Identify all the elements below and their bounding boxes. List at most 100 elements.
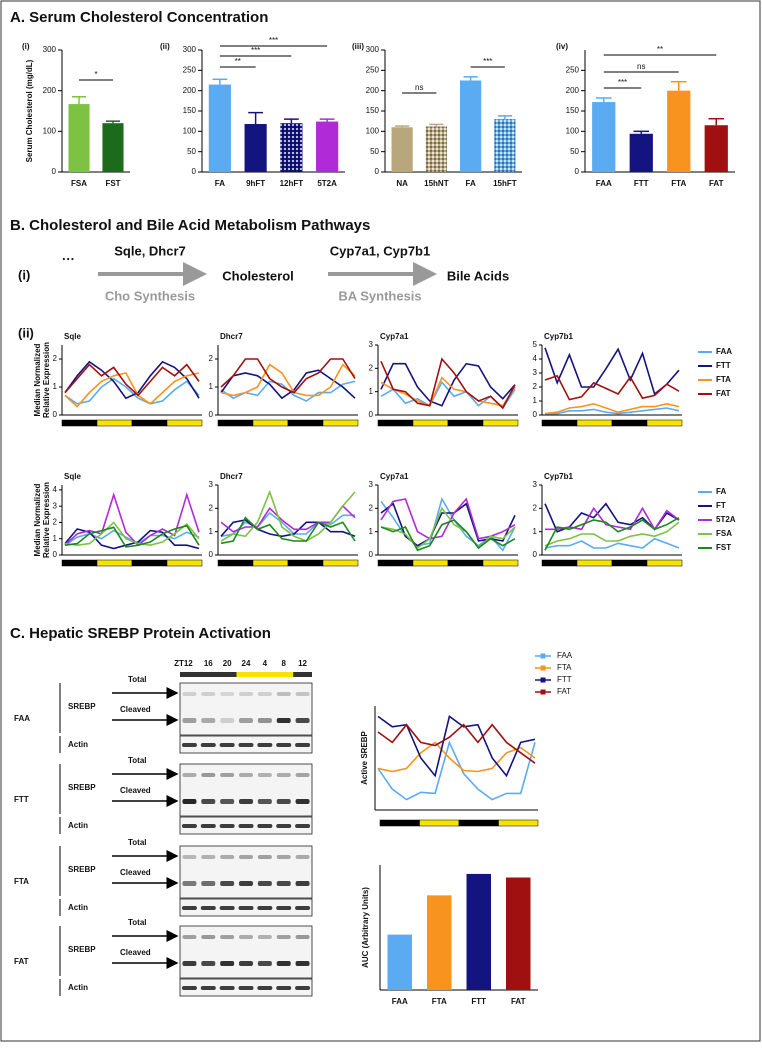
blot-band [201,961,216,966]
significance-label: ** [235,57,241,66]
blot-band [200,743,216,747]
blot-band [257,855,272,859]
band-label: Cleaved [120,868,151,877]
y-tick-label: 0 [52,167,57,176]
blot-band [239,961,253,966]
y-tick-label: 100 [566,126,580,135]
blot-band [238,906,254,910]
timepoint-label: 16 [204,659,213,668]
y-tick-label: 4 [533,354,538,363]
panel-title: Cyp7b1 [544,472,573,481]
blot-band [276,799,291,804]
blot-band [276,692,291,696]
bar [102,123,124,172]
panel-title: Cyp7a1 [380,332,409,341]
bar [704,125,728,172]
blot-band [219,986,235,990]
x-tick-label: FTT [471,997,486,1006]
band-label: Cleaved [120,705,151,714]
blot-band [276,718,291,723]
bar [68,104,90,172]
blot-band [181,986,197,990]
legend-label: FST [716,543,731,552]
series-line [220,380,356,402]
significance-label: ** [657,45,663,54]
x-tick-label: FST [105,179,120,188]
pathway-node: Bile Acids [447,268,509,283]
x-tick-label: FSA [71,179,87,188]
light-dark-bar [611,419,648,427]
y-tick-label: 0 [375,167,380,176]
y-tick-label: 200 [566,86,580,95]
bar [208,84,231,172]
x-tick-label: FAT [511,997,526,1006]
blot-band [220,935,235,939]
y-tick-label: 300 [43,45,57,54]
blot-band [276,855,291,859]
light-dark-bar [412,419,449,427]
protein-label: SREBP [68,783,96,792]
blot-band [220,718,235,723]
blot-band [276,773,291,777]
blot-band [295,961,310,966]
protein-label: SREBP [68,945,96,954]
blot-band [295,855,310,859]
x-tick-label: 9hFT [246,179,265,188]
y-tick-label: 100 [43,126,57,135]
legend-label: FAA [557,651,573,660]
series-line [544,521,680,547]
blot-band [182,935,197,939]
y-tick-label: 100 [366,126,380,135]
panel-label: (iv) [556,42,568,51]
series-line [380,497,516,540]
band-label: Cleaved [120,948,151,957]
y-tick-label: 150 [366,106,380,115]
blot-band [257,799,272,804]
x-tick-label: 15hNT [424,179,449,188]
blot-band [295,881,310,886]
legend-label: FAT [557,687,571,696]
y-tick-label: 200 [183,86,197,95]
y-tick-label: 2 [369,503,374,512]
panel-label: (i) [18,267,30,282]
blot-band [201,855,216,859]
blot-band [182,799,197,804]
blot-band [239,718,253,723]
y-tick-label: 5 [533,340,538,349]
x-tick-label: FA [215,179,225,188]
pathway-process: Cho Synthesis [105,288,195,303]
light-dark-bar [458,819,499,827]
series-line [220,369,356,400]
y-tick-label: 2 [209,354,214,363]
x-tick-label: NA [396,179,408,188]
legend-label: 5T2A [716,515,736,524]
y-tick-label: 0 [53,410,58,419]
legend-label: FTA [557,663,572,672]
pathway-node: Cholesterol [222,268,294,283]
blot-band [276,881,291,886]
light-dark-bar [482,419,519,427]
panel-title: Sqle [64,472,81,481]
blot-band [182,718,197,723]
blot-band [295,935,310,939]
y-tick-label: 3 [369,480,374,489]
group-label: FAT [14,957,29,966]
series-line [545,407,680,415]
legend-marker [540,665,546,671]
series-line [380,357,516,410]
panel-title: Cyp7b1 [544,332,573,341]
blot-band [239,692,253,696]
y-tick-label: 1 [53,534,58,543]
blot-band [239,799,253,804]
blot-band [276,906,292,910]
y-tick-label: 1 [209,527,214,536]
panel-label: (i) [22,42,30,51]
bar [316,121,339,172]
pathway-genes: Sqle, Dhcr7 [114,243,186,258]
legend-marker [540,653,546,659]
y-tick-label: 0 [192,167,197,176]
light-dark-bar [611,559,648,567]
light-dark-bar [252,419,289,427]
y-axis-label: Active SREBP [360,730,369,784]
series-line [377,715,536,778]
